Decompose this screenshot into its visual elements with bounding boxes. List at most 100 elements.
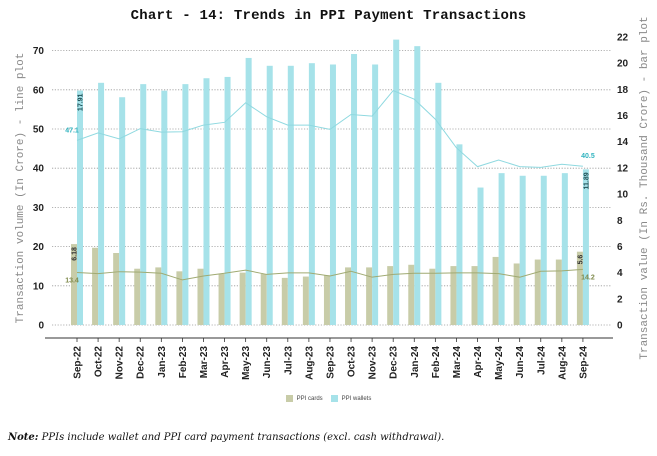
right-tick-label: 0 xyxy=(617,321,623,332)
x-tick-label: May-24 xyxy=(494,346,505,380)
bar-ppi-wallets xyxy=(414,46,421,325)
x-tick-label: Oct-23 xyxy=(347,346,358,378)
right-axis-ticks: 0 2 4 6 8 10 12 14 16 18 20 22 xyxy=(617,33,629,332)
note-label: Note: xyxy=(8,432,39,443)
bar-ppi-cards xyxy=(345,267,352,325)
legend-swatch-ppi-cards xyxy=(285,395,293,402)
bar-ppi-cards xyxy=(92,247,99,325)
bar-ppi-wallets xyxy=(372,64,379,325)
right-tick-label: 10 xyxy=(617,190,629,201)
legend-swatch-ppi-wallets xyxy=(330,395,338,402)
legend-item-ppi-wallets: PPI wallets xyxy=(330,395,371,402)
x-tick-label: Sep-23 xyxy=(325,346,336,379)
right-tick-label: 18 xyxy=(617,85,629,96)
right-tick-label: 20 xyxy=(617,59,629,70)
x-tick-label: Feb-24 xyxy=(431,346,442,379)
x-tick-label: Nov-23 xyxy=(368,346,379,380)
bar-ppi-wallets xyxy=(561,173,568,325)
right-tick-label: 16 xyxy=(617,111,629,122)
bar-ppi-cards xyxy=(387,266,394,325)
chart-plot: 0 10 20 30 40 50 60 70 0 2 4 6 8 10 12 14 16 18 20 22 Sep-… xyxy=(15,16,651,380)
bar-ppi-wallets xyxy=(351,54,358,325)
x-tick-label: Sep-24 xyxy=(578,346,589,379)
data-label: 14.2 xyxy=(581,274,595,281)
data-label: 47.1 xyxy=(65,127,79,134)
data-label: 40.5 xyxy=(581,153,595,160)
x-tick-label: Nov-22 xyxy=(115,346,126,380)
bar-ppi-cards xyxy=(302,276,309,325)
x-tick-label: Jan-24 xyxy=(410,346,421,378)
bar-ppi-wallets xyxy=(182,84,189,325)
data-label: 13.4 xyxy=(65,277,79,284)
bar-ppi-wallets xyxy=(435,82,442,326)
bar-ppi-cards xyxy=(450,266,457,325)
bar-ppi-wallets xyxy=(519,175,526,325)
x-tick-label: Feb-23 xyxy=(178,346,189,379)
left-axis-ticks: 0 10 20 30 40 50 60 70 xyxy=(33,46,45,331)
right-tick-label: 6 xyxy=(617,242,623,253)
right-tick-label: 4 xyxy=(617,268,623,279)
bar-ppi-wallets xyxy=(161,90,168,325)
bar-ppi-wallets xyxy=(203,78,210,326)
x-tick-label: Sep-22 xyxy=(73,346,84,379)
bar-ppi-cards xyxy=(429,268,436,325)
bar-ppi-cards xyxy=(323,275,330,325)
bar-ppi-cards xyxy=(134,268,141,325)
data-label: 5.6 xyxy=(577,255,584,265)
bar-ppi-cards xyxy=(260,273,267,325)
left-axis-label: Transaction volume (In Crore) - line plo… xyxy=(15,53,27,324)
left-tick-label: 30 xyxy=(33,203,45,214)
bar-ppi-cards xyxy=(176,271,183,325)
data-labels: 17.91 11.89 6.18 5.6 47.1 40.5 13.4 14.2 xyxy=(65,93,595,284)
bar-ppi-wallets xyxy=(540,175,547,325)
bar-ppi-wallets xyxy=(245,57,252,325)
bar-ppi-cards xyxy=(534,259,541,325)
x-tick-label: Apr-24 xyxy=(473,346,484,378)
bar-ppi-cards xyxy=(239,272,246,325)
bar-ppi-cards xyxy=(197,268,204,325)
line-ppi-wallets-volume xyxy=(76,89,583,168)
bar-ppi-wallets xyxy=(498,173,505,325)
x-tick-label: Dec-22 xyxy=(136,346,147,379)
x-axis-ticks: Sep-22 Oct-22 Nov-22 Dec-22 Jan-23 Feb-23 Mar-… xyxy=(73,338,589,380)
bar-ppi-wallets xyxy=(140,84,147,325)
data-label: 17.91 xyxy=(78,93,85,111)
bar-ppi-cards xyxy=(408,264,415,325)
chart-note: Note: PPIs include wallet and PPI card p… xyxy=(8,432,444,443)
left-tick-label: 50 xyxy=(33,125,45,136)
bars xyxy=(71,39,589,326)
line-ppi-cards-volume xyxy=(76,268,583,281)
bar-ppi-cards xyxy=(366,267,373,325)
bar-ppi-cards xyxy=(155,267,162,325)
bar-ppi-wallets xyxy=(582,169,589,325)
bar-ppi-wallets xyxy=(98,82,105,326)
x-tick-label: Jul-23 xyxy=(283,346,294,375)
left-tick-label: 70 xyxy=(33,46,45,57)
x-tick-label: Mar-23 xyxy=(199,346,210,379)
bar-ppi-cards xyxy=(281,277,288,325)
x-tick-label: May-23 xyxy=(241,346,252,380)
bar-ppi-cards xyxy=(113,253,120,325)
bar-ppi-cards xyxy=(471,266,478,325)
bar-ppi-wallets xyxy=(77,90,83,326)
x-tick-label: Jul-24 xyxy=(536,346,547,375)
x-tick-label: Jan-23 xyxy=(157,346,168,378)
x-tick-label: Oct-22 xyxy=(94,346,105,378)
x-tick-label: Aug-23 xyxy=(304,346,315,380)
left-tick-label: 20 xyxy=(33,242,45,253)
x-tick-label: Jun-23 xyxy=(262,346,273,379)
bar-ppi-wallets xyxy=(308,63,315,325)
bar-ppi-wallets xyxy=(477,187,484,325)
lines xyxy=(76,89,583,281)
left-tick-label: 10 xyxy=(33,281,45,292)
legend-item-ppi-cards: PPI cards xyxy=(285,395,323,402)
bar-ppi-wallets xyxy=(287,65,294,326)
right-tick-label: 2 xyxy=(617,294,623,305)
bar-ppi-wallets xyxy=(266,65,273,326)
bar-ppi-cards xyxy=(492,256,499,325)
x-tick-label: Mar-24 xyxy=(452,346,463,379)
bar-ppi-wallets xyxy=(393,39,400,325)
x-tick-label: Aug-24 xyxy=(557,346,568,380)
right-tick-label: 22 xyxy=(617,33,629,44)
bar-ppi-wallets xyxy=(456,144,463,325)
